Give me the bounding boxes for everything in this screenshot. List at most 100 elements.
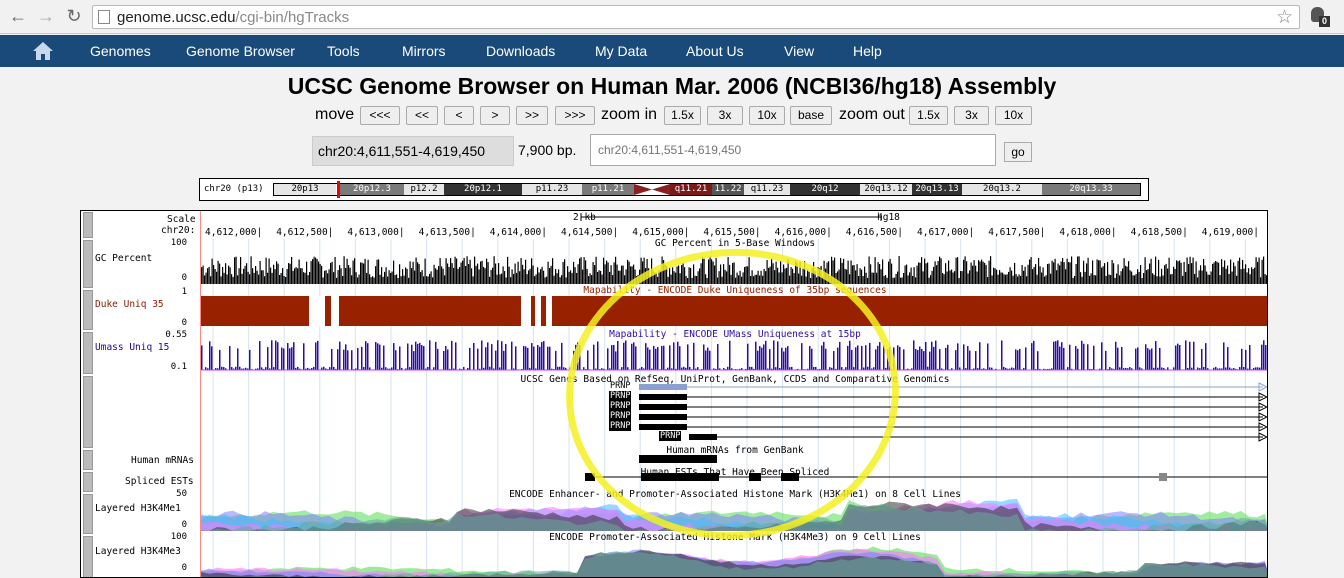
umass-bar <box>551 368 553 370</box>
gene-name-tag[interactable]: PRNP <box>609 401 632 411</box>
umass-track-label[interactable]: Umass Uniq 15 <box>95 342 170 353</box>
zoom-out-1-5x-button[interactable]: 1.5x <box>909 106 948 125</box>
umass-track-button[interactable] <box>83 332 93 374</box>
gc-bar <box>1219 275 1221 284</box>
gc-bar <box>580 257 582 284</box>
mrna-track-label[interactable]: Human mRNAs <box>131 455 194 466</box>
gc-bar <box>645 268 647 284</box>
nav-genomes[interactable]: Genomes <box>90 43 151 59</box>
umass-bar <box>303 343 305 370</box>
move-right-far-button[interactable]: >>> <box>555 106 595 125</box>
umass-bar <box>739 368 741 370</box>
gc-bar <box>1161 268 1163 284</box>
move-right-mid-button[interactable]: >> <box>516 106 548 125</box>
gc-bar <box>579 258 581 284</box>
back-arrow-icon[interactable]: ← <box>9 6 27 26</box>
move-left-button[interactable]: < <box>444 106 474 125</box>
umass-bar <box>1013 368 1015 370</box>
nav-my-data[interactable]: My Data <box>595 43 648 59</box>
ideogram-bands[interactable]: 20p13 20p12.3 p12.2 20p12.1 p11.23 p11.2… <box>273 181 1141 198</box>
mrna-track-button[interactable] <box>83 450 93 470</box>
zoom-in-10x-button[interactable]: 10x <box>749 106 785 125</box>
nav-view[interactable]: View <box>784 43 815 59</box>
nav-mirrors[interactable]: Mirrors <box>402 43 446 59</box>
gc-bar <box>1198 270 1200 284</box>
position-search-input[interactable] <box>590 134 996 166</box>
nav-about-us[interactable]: About Us <box>686 43 744 59</box>
gc-bar <box>474 256 476 284</box>
gc-bar <box>793 273 795 284</box>
zoom-in-3x-button[interactable]: 3x <box>707 106 743 125</box>
gc-bar <box>213 265 215 284</box>
gc-bar <box>397 277 399 284</box>
umass-bar <box>377 343 379 370</box>
umass-track-title: Mapability - ENCODE UMass Uniqueness at … <box>609 329 861 340</box>
gc-bar <box>646 258 648 284</box>
reload-icon[interactable]: ↻ <box>66 6 82 26</box>
umass-bar <box>981 368 983 370</box>
duke-track-button[interactable] <box>83 290 93 330</box>
zoom-in-1-5x-button[interactable]: 1.5x <box>664 106 701 125</box>
move-left-mid-button[interactable]: << <box>406 106 438 125</box>
bookmark-star-icon[interactable]: ☆ <box>1275 7 1293 28</box>
nav-genome-browser[interactable]: Genome Browser <box>186 43 295 59</box>
track-data-area[interactable]: 2 kb hg18 4,612,000| 4,612,500| 4,613,000|… <box>200 211 1267 577</box>
tracks-panel[interactable]: Scale chr20: GC Percent 100 0 Duke Uniq … <box>80 210 1268 578</box>
gene-name-tag[interactable]: PRNP <box>609 421 632 431</box>
address-bar[interactable]: genome.ucsc.edu/cgi-bin/hgTracks ☆ <box>92 5 1300 29</box>
gc-bar <box>220 276 222 284</box>
zoom-base-button[interactable]: base <box>790 106 832 125</box>
est-track-label[interactable]: Spliced ESTs <box>125 476 194 487</box>
gc-bar <box>540 269 542 284</box>
umass-bar <box>655 348 657 370</box>
gc-bar <box>799 261 801 284</box>
umass-bar <box>715 368 717 370</box>
umass-bar <box>813 367 815 370</box>
umass-bar <box>673 342 675 370</box>
gc-bar <box>390 272 392 284</box>
gc-bar <box>679 273 681 284</box>
gc-bar <box>351 275 353 284</box>
chromosome-ideogram[interactable]: chr20 (p13) 20p13 20p12.3 p12.2 20p12.1 … <box>199 178 1149 201</box>
go-button[interactable]: go <box>1004 142 1032 162</box>
umass-bar <box>973 368 975 370</box>
nav-downloads[interactable]: Downloads <box>486 43 556 59</box>
move-right-button[interactable]: > <box>480 106 510 125</box>
genes-track-button[interactable] <box>83 376 93 448</box>
umass-bar <box>207 368 209 370</box>
duke-track-label[interactable]: Duke Uniq 35 <box>95 299 164 310</box>
home-icon[interactable] <box>32 41 54 61</box>
gc-track-label[interactable]: GC Percent <box>95 253 153 264</box>
forward-arrow-icon[interactable]: → <box>37 6 55 26</box>
umass-bar <box>833 351 835 370</box>
ruler-track-button[interactable] <box>83 212 93 238</box>
gene-name-tag[interactable]: PRNP <box>610 381 631 391</box>
gc-bar <box>345 267 347 284</box>
zoom-out-10x-button[interactable]: 10x <box>995 106 1032 125</box>
gc-bar <box>1144 257 1146 284</box>
umass-bar <box>469 347 471 370</box>
h3k4me3-track-label[interactable]: Layered H3K4Me3 <box>95 546 181 557</box>
gene-name-tag[interactable]: PRNP <box>659 431 682 441</box>
h3k4me3-track-button[interactable] <box>83 536 93 577</box>
nav-help[interactable]: Help <box>853 43 882 59</box>
url-text[interactable]: genome.ucsc.edu/cgi-bin/hgTracks <box>117 9 350 26</box>
gc-bar <box>363 263 365 284</box>
umass-bar <box>399 346 401 370</box>
move-left-far-button[interactable]: <<< <box>360 106 400 125</box>
extension-icon[interactable]: 0 <box>1308 6 1330 28</box>
gc-bar <box>232 276 234 284</box>
gc-bar <box>1158 259 1160 284</box>
gc-track-button[interactable] <box>83 240 93 288</box>
gene-name-tag[interactable]: PRNP <box>609 411 632 421</box>
nav-tools[interactable]: Tools <box>327 43 360 59</box>
umass-bar <box>1259 367 1261 370</box>
gene-name-tag[interactable]: PRNP <box>609 391 632 401</box>
gc-bar <box>427 276 429 284</box>
h3k4me1-track-label[interactable]: Layered H3K4Me1 <box>95 503 181 514</box>
gc-bar <box>705 274 707 284</box>
zoom-out-3x-button[interactable]: 3x <box>954 106 989 125</box>
est-track-button[interactable] <box>83 472 93 492</box>
gc-bar <box>706 277 708 284</box>
h3k4me1-track-button[interactable] <box>83 494 93 534</box>
